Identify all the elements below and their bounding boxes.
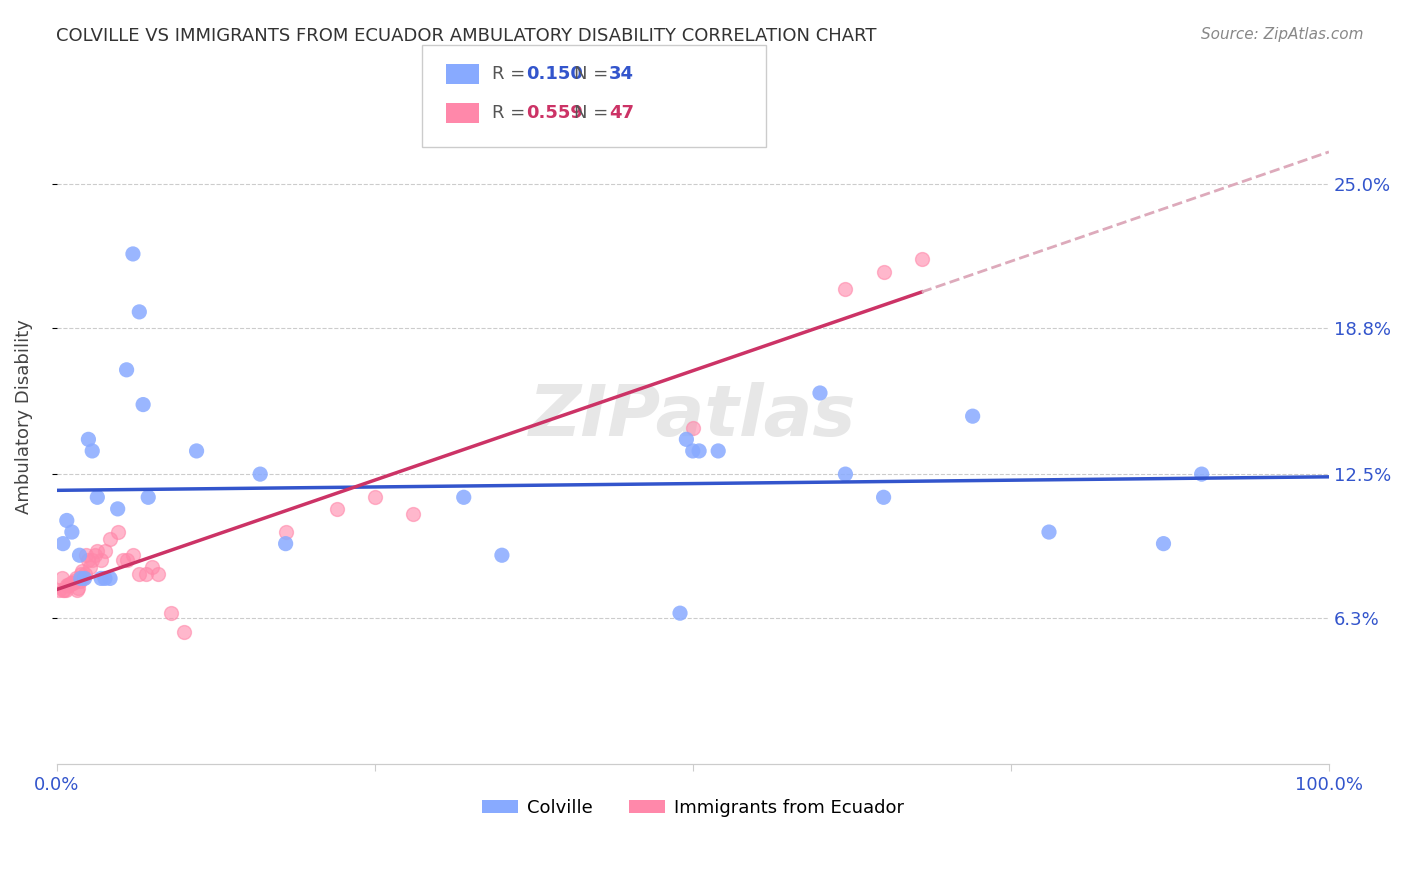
Point (51, 571, 73, 585)
Point (122, 247, 145, 261)
Point (274, 536, 297, 550)
Point (872, 265, 894, 279)
Point (682, 421, 704, 435)
Point (56, 578, 79, 592)
Point (1153, 536, 1175, 550)
Point (808, 386, 831, 401)
Text: 47: 47 (609, 104, 634, 122)
Point (62, 576, 84, 591)
Point (682, 444, 704, 458)
Point (73, 571, 96, 585)
Point (73, 566, 96, 581)
Point (52, 582, 75, 597)
Point (128, 566, 150, 581)
Point (186, 444, 208, 458)
Point (86, 543, 108, 558)
Text: Source: ZipAtlas.com: Source: ZipAtlas.com (1201, 27, 1364, 42)
Point (67, 581, 90, 595)
Point (111, 553, 134, 567)
Point (66, 582, 89, 597)
Point (135, 566, 157, 581)
Point (69, 548, 91, 562)
Point (69, 566, 91, 581)
Point (77, 553, 100, 567)
Point (107, 524, 129, 539)
Text: 34: 34 (609, 65, 634, 83)
Point (60, 576, 83, 591)
Text: 0.150: 0.150 (526, 65, 582, 83)
Point (56, 513, 79, 527)
Point (688, 444, 710, 458)
Point (82, 553, 104, 567)
Point (160, 606, 183, 620)
Point (402, 507, 425, 521)
Point (669, 606, 692, 620)
Point (72, 571, 94, 585)
Point (90, 571, 112, 585)
Point (115, 363, 138, 377)
Point (128, 305, 150, 319)
Point (122, 548, 145, 562)
Point (136, 491, 159, 505)
Point (59, 576, 82, 591)
Point (1038, 524, 1060, 539)
Text: R =: R = (492, 104, 531, 122)
Point (56, 578, 79, 592)
Point (707, 444, 730, 458)
Point (872, 491, 894, 505)
Text: N =: N = (574, 65, 613, 83)
Point (363, 491, 385, 505)
Point (834, 282, 856, 296)
Point (115, 553, 138, 567)
Point (79, 559, 101, 574)
Legend: Colville, Immigrants from Ecuador: Colville, Immigrants from Ecuador (474, 792, 911, 824)
Point (75, 548, 97, 562)
Text: COLVILLE VS IMMIGRANTS FROM ECUADOR AMBULATORY DISABILITY CORRELATION CHART: COLVILLE VS IMMIGRANTS FROM ECUADOR AMBU… (56, 27, 877, 45)
Point (69, 571, 91, 585)
Point (148, 566, 170, 581)
Point (69, 574, 91, 588)
Point (98, 532, 121, 546)
Point (82, 444, 104, 458)
Point (52, 536, 75, 550)
Point (86, 491, 108, 505)
Point (65, 571, 87, 585)
Y-axis label: Ambulatory Disability: Ambulatory Disability (15, 318, 32, 514)
Point (63, 574, 86, 588)
Point (107, 501, 129, 516)
Point (911, 252, 934, 266)
Text: N =: N = (574, 104, 613, 122)
Point (55, 582, 77, 597)
Point (98, 571, 121, 585)
Point (249, 467, 271, 482)
Point (453, 491, 475, 505)
Point (491, 548, 513, 562)
Text: ZIPatlas: ZIPatlas (529, 382, 856, 450)
Point (1191, 467, 1213, 482)
Text: 0.559: 0.559 (526, 104, 582, 122)
Point (83, 548, 105, 562)
Point (94, 543, 117, 558)
Point (141, 559, 163, 574)
Point (94, 571, 117, 585)
Point (675, 433, 697, 447)
Point (274, 524, 297, 539)
Point (70, 565, 93, 579)
Point (60, 524, 83, 539)
Point (962, 409, 984, 424)
Point (90, 553, 112, 567)
Point (325, 501, 347, 516)
Point (58, 578, 80, 592)
Point (53, 582, 76, 597)
Text: R =: R = (492, 65, 531, 83)
Point (173, 624, 195, 639)
Point (48, 582, 70, 597)
Point (834, 467, 856, 482)
Point (132, 398, 155, 412)
Point (77, 433, 100, 447)
